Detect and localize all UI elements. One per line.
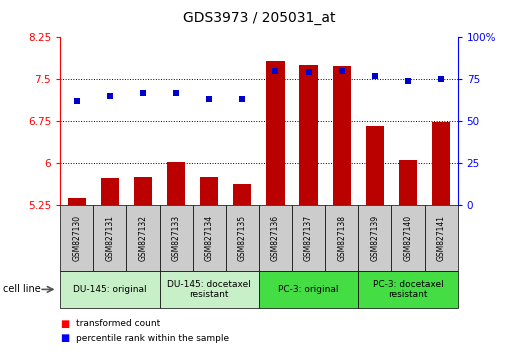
Bar bbox=[60, 271, 160, 308]
Text: GSM827134: GSM827134 bbox=[204, 215, 214, 261]
Bar bbox=[300, 65, 317, 205]
Text: DU-145: docetaxel
resistant: DU-145: docetaxel resistant bbox=[167, 280, 251, 299]
Text: cell line: cell line bbox=[3, 284, 40, 295]
Bar bbox=[266, 61, 285, 205]
Bar bbox=[101, 178, 119, 205]
Text: percentile rank within the sample: percentile rank within the sample bbox=[76, 333, 229, 343]
Bar bbox=[432, 122, 450, 205]
Bar bbox=[160, 271, 259, 308]
Text: GSM827138: GSM827138 bbox=[337, 215, 346, 261]
Bar bbox=[259, 271, 358, 308]
Bar bbox=[134, 177, 152, 205]
Bar bbox=[358, 205, 391, 271]
Bar bbox=[366, 126, 384, 205]
Text: GSM827136: GSM827136 bbox=[271, 215, 280, 261]
Text: GSM827137: GSM827137 bbox=[304, 215, 313, 261]
Bar bbox=[60, 205, 93, 271]
Text: GSM827139: GSM827139 bbox=[370, 215, 379, 261]
Bar bbox=[200, 177, 218, 205]
Bar bbox=[399, 160, 417, 205]
Bar bbox=[425, 205, 458, 271]
Bar bbox=[333, 66, 351, 205]
Bar bbox=[160, 205, 192, 271]
Bar bbox=[226, 205, 259, 271]
Text: ■: ■ bbox=[60, 333, 70, 343]
Bar bbox=[93, 205, 127, 271]
Bar bbox=[233, 184, 252, 205]
Text: PC-3: docetaxel
resistant: PC-3: docetaxel resistant bbox=[372, 280, 444, 299]
Bar bbox=[167, 162, 185, 205]
Text: GSM827140: GSM827140 bbox=[403, 215, 413, 261]
Text: ■: ■ bbox=[60, 319, 70, 329]
Bar bbox=[358, 271, 458, 308]
Text: DU-145: original: DU-145: original bbox=[73, 285, 146, 294]
Text: transformed count: transformed count bbox=[76, 319, 160, 329]
Text: GSM827132: GSM827132 bbox=[139, 215, 147, 261]
Text: PC-3: original: PC-3: original bbox=[278, 285, 339, 294]
Text: GSM827141: GSM827141 bbox=[437, 215, 446, 261]
Bar bbox=[259, 205, 292, 271]
Bar bbox=[325, 205, 358, 271]
Bar bbox=[192, 205, 226, 271]
Bar bbox=[292, 205, 325, 271]
Text: GSM827130: GSM827130 bbox=[72, 215, 81, 261]
Text: GSM827133: GSM827133 bbox=[172, 215, 180, 261]
Text: GDS3973 / 205031_at: GDS3973 / 205031_at bbox=[183, 11, 335, 25]
Text: GSM827135: GSM827135 bbox=[238, 215, 247, 261]
Bar bbox=[391, 205, 425, 271]
Bar bbox=[67, 198, 86, 205]
Bar bbox=[127, 205, 160, 271]
Text: GSM827131: GSM827131 bbox=[105, 215, 115, 261]
